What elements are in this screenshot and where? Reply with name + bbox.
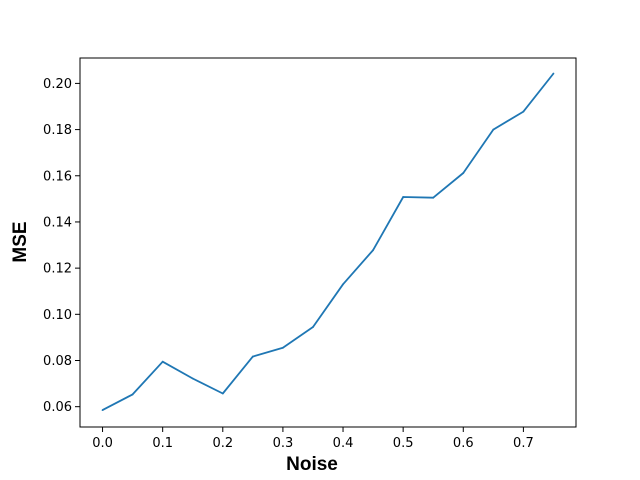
data-point (312, 326, 314, 328)
x-tick-label: 0.2 (212, 436, 233, 451)
data-point (191, 377, 194, 380)
plot-frame (79, 57, 577, 428)
y-tick-label: 0.10 (43, 308, 72, 323)
data-point (101, 409, 104, 412)
y-tick-label: 0.16 (43, 169, 72, 184)
x-tick-label: 0.0 (92, 436, 113, 451)
y-tick-label: 0.08 (43, 354, 72, 369)
data-point (221, 392, 224, 395)
series-line-mse (102, 72, 555, 411)
data-point (492, 128, 495, 131)
data-point (402, 196, 405, 198)
data-point (251, 355, 254, 358)
data-point (432, 196, 435, 199)
x-tick-label: 0.1 (152, 436, 173, 451)
x-tick-label: 0.3 (273, 436, 294, 451)
y-tick-label: 0.06 (43, 400, 72, 415)
data-point (372, 249, 374, 252)
y-tick-label: 0.14 (43, 215, 72, 230)
data-point (552, 72, 555, 75)
data-point (161, 360, 164, 363)
data-point (462, 172, 465, 174)
y-tick-label: 0.20 (43, 77, 72, 92)
y-axis: 0.06 0.08 0.10 0.12 0.14 0.16 0.18 0.20 (43, 77, 80, 415)
x-axis-label: Noise (286, 454, 338, 475)
data-points (101, 72, 555, 412)
x-tick-label: 0.7 (513, 436, 534, 451)
data-point (342, 283, 344, 286)
data-point (522, 110, 525, 113)
x-tick-label: 0.5 (393, 436, 414, 451)
x-axis: 0.0 0.1 0.2 0.3 0.4 0.5 0.6 0.7 (92, 427, 534, 451)
y-axis-label: MSE (10, 221, 31, 262)
y-tick-label: 0.12 (43, 262, 72, 277)
x-tick-label: 0.6 (453, 436, 474, 451)
y-tick-label: 0.18 (43, 123, 72, 138)
data-point (131, 393, 134, 396)
data-point (282, 346, 284, 349)
x-tick-label: 0.4 (333, 436, 354, 451)
